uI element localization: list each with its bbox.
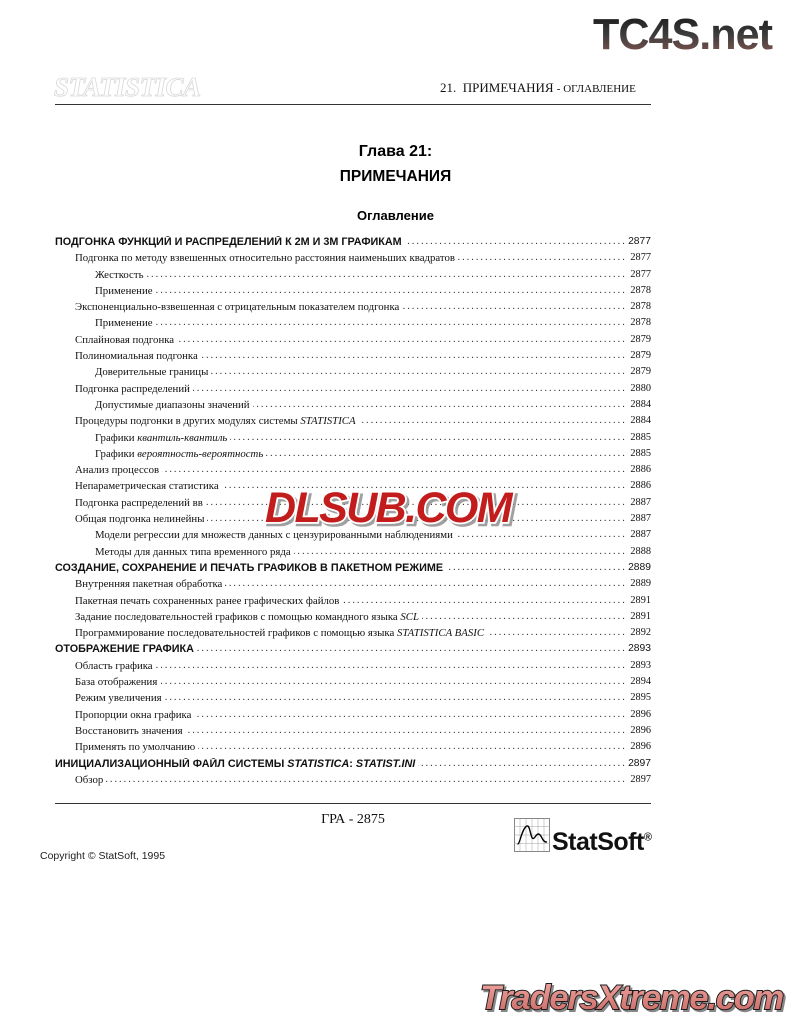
svg-text:STATISTICA: STATISTICA [54, 72, 201, 102]
svg-text:DLSUB.COM: DLSUB.COM [265, 488, 514, 532]
svg-text:TC4S.net: TC4S.net [593, 11, 772, 58]
svg-text:TradersXtreme.com: TradersXtreme.com [480, 979, 784, 1017]
